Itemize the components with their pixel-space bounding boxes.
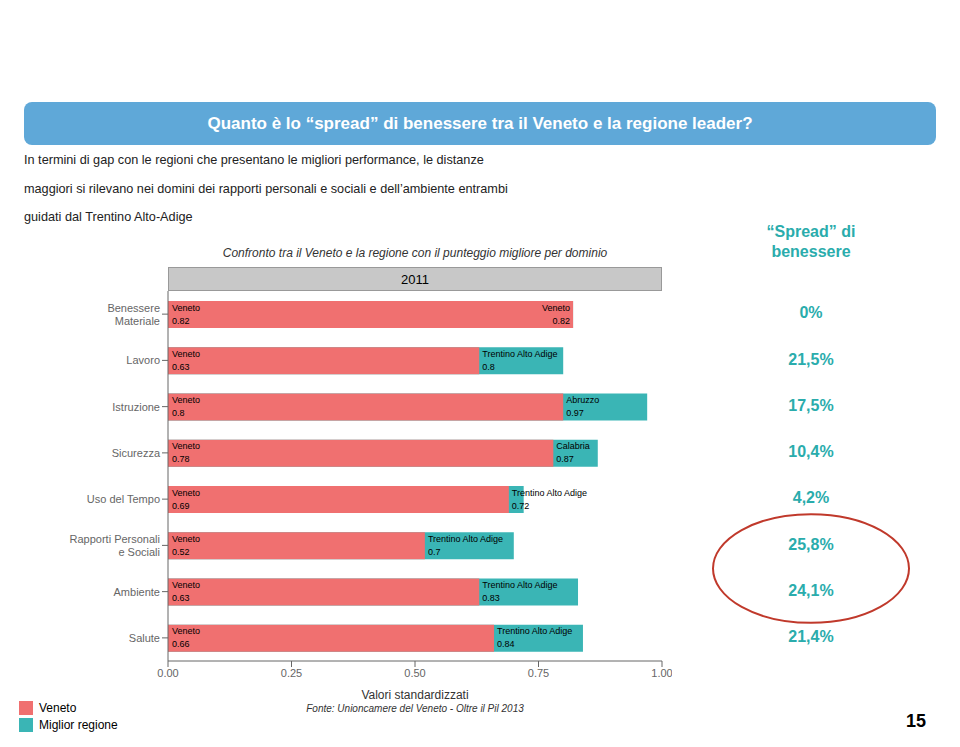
svg-text:Salute: Salute [129,632,160,644]
html-text:benessere: benessere [771,243,851,260]
svg-text:Valori standardizzati: Valori standardizzati [361,688,468,699]
svg-text:BenessereMateriale: BenessereMateriale [107,302,160,327]
svg-text:0.87: 0.87 [556,454,574,464]
html-text:Miglior regione: Miglior regione [39,718,118,732]
svg-text:0.50: 0.50 [404,667,425,679]
svg-text:Veneto: Veneto [542,303,570,313]
svg-text:0.66: 0.66 [172,639,190,649]
svg-text:0.84: 0.84 [497,639,515,649]
svg-text:0%: 0% [799,304,822,321]
svg-text:Istruzione: Istruzione [112,401,160,413]
svg-text:Trentino Alto Adige: Trentino Alto Adige [428,534,503,544]
svg-text:Calabria: Calabria [556,441,590,451]
html-text:maggiori si rilevano nei domin: maggiori si rilevano nei domini dei rapp… [24,181,508,196]
svg-text:4,2%: 4,2% [793,489,829,506]
svg-text:Veneto: Veneto [172,395,200,405]
svg-text:0.63: 0.63 [172,593,190,603]
svg-text:0.82: 0.82 [553,316,571,326]
svg-text:Veneto: Veneto [172,349,200,359]
html-text:Quanto è lo “spread” di beness: Quanto è lo “spread” di benessere tra il… [207,113,753,133]
svg-text:25,8%: 25,8% [788,536,833,553]
svg-text:Veneto: Veneto [172,441,200,451]
svg-text:0.78: 0.78 [172,454,190,464]
svg-text:Trentino Alto Adige: Trentino Alto Adige [482,580,557,590]
svg-text:Ambiente: Ambiente [114,586,160,598]
svg-text:0.7: 0.7 [428,547,441,557]
svg-text:Veneto: Veneto [172,488,200,498]
svg-text:Veneto: Veneto [172,303,200,313]
svg-text:Veneto: Veneto [172,626,200,636]
svg-text:Rapporti Personalie Sociali: Rapporti Personalie Sociali [70,533,161,558]
html-text:guidati dal Trentino Alto-Adig: guidati dal Trentino Alto-Adige [24,210,193,224]
html-text:Confronto tra il Veneto e la r: Confronto tra il Veneto e la regione con… [222,246,608,260]
svg-text:0.75: 0.75 [528,667,549,679]
svg-text:Uso del Tempo: Uso del Tempo [87,493,160,505]
svg-text:Veneto: Veneto [172,534,200,544]
svg-text:0.25: 0.25 [281,667,302,679]
svg-text:0.8: 0.8 [172,408,185,418]
svg-text:0.72: 0.72 [512,501,530,511]
svg-text:Sicurezza: Sicurezza [112,447,161,459]
svg-text:24,1%: 24,1% [788,582,833,599]
svg-text:0.69: 0.69 [172,501,190,511]
svg-text:0.63: 0.63 [172,362,190,372]
svg-text:0.52: 0.52 [172,547,190,557]
html-text:“Spread” di: “Spread” di [766,223,856,240]
svg-text:Veneto: Veneto [172,580,200,590]
svg-text:0.82: 0.82 [172,316,190,326]
html-text:In termini di gap con le regio: In termini di gap con le regioni che pre… [24,153,484,167]
html-text:2011: 2011 [401,271,429,287]
svg-text:17,5%: 17,5% [788,397,833,414]
html-text:15: 15 [906,711,926,731]
svg-text:0.00: 0.00 [157,667,178,679]
html-text:Fonte: Unioncamere del Veneto: Fonte: Unioncamere del Veneto - Oltre il… [306,703,524,714]
svg-text:21,4%: 21,4% [788,628,833,645]
svg-text:Trentino Alto Adige: Trentino Alto Adige [482,349,557,359]
svg-text:Lavoro: Lavoro [126,354,160,366]
svg-text:21,5%: 21,5% [788,351,833,368]
svg-text:10,4%: 10,4% [788,443,833,460]
svg-text:0.97: 0.97 [566,408,584,418]
html-text:Veneto: Veneto [39,701,77,715]
svg-text:Trentino Alto Adige: Trentino Alto Adige [497,626,572,636]
svg-text:Trentino Alto Adige: Trentino Alto Adige [512,488,587,498]
svg-text:1.00: 1.00 [651,667,672,679]
svg-text:0.83: 0.83 [482,593,500,603]
svg-text:0.8: 0.8 [482,362,495,372]
svg-text:Abruzzo: Abruzzo [566,395,599,405]
